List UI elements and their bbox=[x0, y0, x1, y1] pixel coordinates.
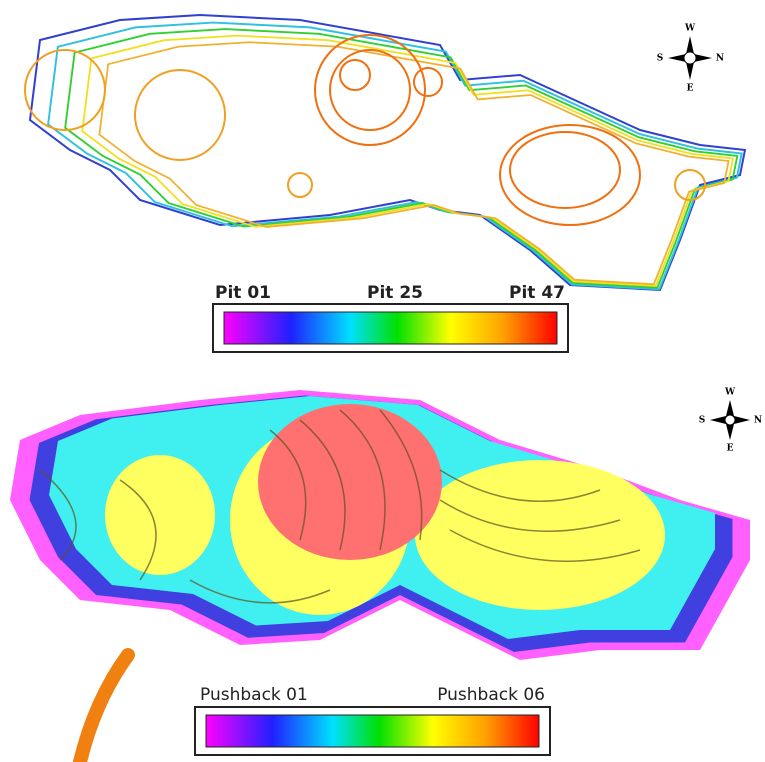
legend: Pushback 01 Pushback 06 bbox=[195, 685, 550, 755]
compass-n: N bbox=[716, 54, 724, 64]
compass: W N S E bbox=[699, 388, 762, 454]
legend-label: Pit 25 bbox=[367, 283, 423, 303]
legend-label: Pushback 06 bbox=[437, 685, 545, 705]
bottom-map: W N S E Pushback 01 Pushback 06 bbox=[10, 388, 762, 756]
legend: Pit 01 Pit 25 Pit 47 bbox=[213, 283, 568, 352]
compass-n: N bbox=[754, 416, 762, 426]
compass-w: W bbox=[724, 388, 736, 398]
figure: W N S E Pit 01 Pit 25 Pit 47 bbox=[0, 0, 765, 762]
legend-label: Pit 01 bbox=[215, 283, 271, 303]
legend-label: Pushback 01 bbox=[200, 685, 308, 705]
compass-s: S bbox=[657, 54, 664, 64]
top-map: W N S E Pit 01 Pit 25 Pit 47 bbox=[25, 15, 745, 352]
compass-w: W bbox=[684, 24, 696, 34]
decoration-arc bbox=[80, 655, 128, 762]
legend-label: Pit 47 bbox=[509, 283, 565, 303]
compass-e: E bbox=[727, 444, 734, 454]
compass-s: S bbox=[699, 416, 706, 426]
compass-e: E bbox=[687, 84, 694, 94]
compass: W N S E bbox=[657, 24, 724, 94]
